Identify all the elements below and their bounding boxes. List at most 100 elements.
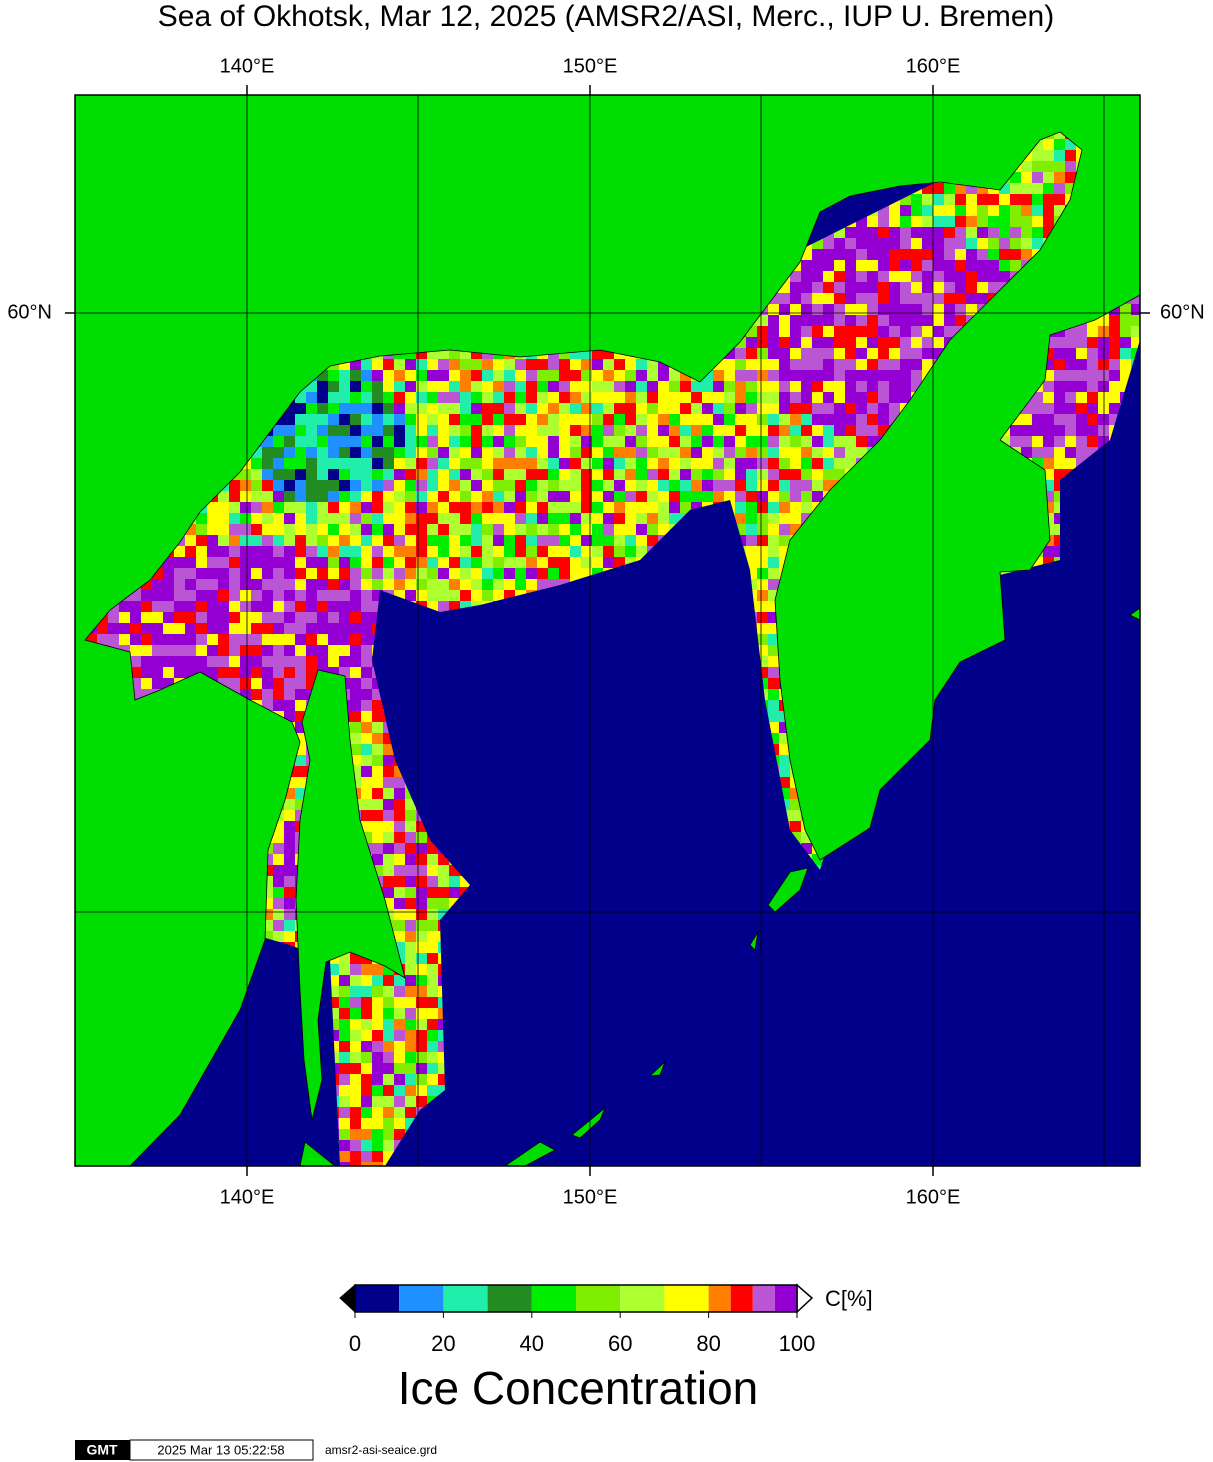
ice-pixel: [449, 458, 460, 469]
ice-pixel: [152, 623, 163, 634]
ice-pixel: [713, 403, 724, 414]
ice-pixel: [350, 502, 361, 513]
ice-pixel: [438, 447, 449, 458]
ice-pixel: [328, 535, 339, 546]
ice-pixel: [482, 513, 493, 524]
ice-pixel: [350, 447, 361, 458]
ice-pixel: [724, 491, 735, 502]
ice-pixel: [284, 557, 295, 568]
ice-pixel: [636, 359, 647, 370]
ice-pixel: [526, 458, 537, 469]
ice-pixel: [339, 359, 350, 370]
ice-pixel: [922, 205, 933, 216]
ice-pixel: [636, 513, 647, 524]
ice-pixel: [834, 403, 845, 414]
ice-pixel: [130, 645, 141, 656]
ice-pixel: [317, 436, 328, 447]
ice-pixel: [526, 491, 537, 502]
ice-pixel: [416, 425, 427, 436]
ice-pixel: [1043, 480, 1054, 491]
ice-pixel: [691, 502, 702, 513]
ice-pixel: [262, 601, 273, 612]
ice-pixel: [1098, 414, 1109, 425]
ice-pixel: [416, 469, 427, 480]
ice-pixel: [757, 469, 768, 480]
ice-pixel: [416, 458, 427, 469]
ice-pixel: [471, 502, 482, 513]
ice-pixel: [823, 447, 834, 458]
ice-pixel: [757, 524, 768, 535]
ice-pixel: [394, 447, 405, 458]
ice-pixel: [361, 612, 372, 623]
ice-pixel: [108, 634, 119, 645]
ice-pixel: [735, 370, 746, 381]
ice-pixel: [680, 436, 691, 447]
ice-pixel: [493, 458, 504, 469]
ice-pixel: [1043, 491, 1054, 502]
ice-pixel: [548, 458, 559, 469]
ice-pixel: [383, 535, 394, 546]
ice-pixel: [834, 348, 845, 359]
ice-pixel: [768, 359, 779, 370]
ice-pixel: [295, 502, 306, 513]
ice-pixel: [548, 513, 559, 524]
ice-pixel: [537, 359, 548, 370]
ice-pixel: [328, 502, 339, 513]
ice-pixel: [174, 590, 185, 601]
ice-pixel: [449, 579, 460, 590]
ice-pixel: [834, 392, 845, 403]
ice-pixel: [779, 502, 790, 513]
ice-pixel: [438, 590, 449, 601]
ice-pixel: [680, 414, 691, 425]
ice-pixel: [1043, 392, 1054, 403]
ice-pixel: [625, 535, 636, 546]
ice-pixel: [427, 414, 438, 425]
ice-pixel: [394, 557, 405, 568]
ice-pixel: [878, 238, 889, 249]
ice-pixel: [900, 315, 911, 326]
ice-pixel: [823, 260, 834, 271]
ice-pixel: [1032, 139, 1043, 150]
ice-pixel: [350, 491, 361, 502]
ice-pixel: [636, 546, 647, 557]
ice-pixel: [955, 304, 966, 315]
ice-pixel: [427, 557, 438, 568]
ice-pixel: [845, 315, 856, 326]
ice-pixel: [471, 524, 482, 535]
ice-pixel: [768, 392, 779, 403]
ice-pixel: [834, 227, 845, 238]
ice-pixel: [471, 491, 482, 502]
ice-pixel: [834, 469, 845, 480]
ice-pixel: [515, 392, 526, 403]
ice-pixel: [339, 392, 350, 403]
ice-pixel: [394, 491, 405, 502]
ice-pixel: [735, 414, 746, 425]
ice-pixel: [548, 524, 559, 535]
ice-pixel: [746, 359, 757, 370]
ice-pixel: [1120, 304, 1131, 315]
ice-pixel: [1065, 348, 1076, 359]
ice-pixel: [823, 469, 834, 480]
ice-pixel: [251, 590, 262, 601]
ice-pixel: [1065, 150, 1076, 161]
ice-pixel: [834, 293, 845, 304]
ice-pixel: [625, 425, 636, 436]
ice-pixel: [845, 304, 856, 315]
ice-pixel: [306, 546, 317, 557]
ice-pixel: [449, 359, 460, 370]
ice-pixel: [196, 524, 207, 535]
ice-pixel: [405, 392, 416, 403]
ice-pixel: [900, 205, 911, 216]
ice-pixel: [383, 436, 394, 447]
ice-pixel: [636, 381, 647, 392]
ice-pixel: [570, 392, 581, 403]
ice-pixel: [823, 458, 834, 469]
ice-pixel: [812, 403, 823, 414]
ice-pixel: [955, 260, 966, 271]
ice-pixel: [790, 315, 801, 326]
ice-pixel: [669, 513, 680, 524]
ice-pixel: [559, 447, 570, 458]
ice-pixel: [911, 238, 922, 249]
ice-pixel: [328, 645, 339, 656]
ice-pixel: [790, 469, 801, 480]
